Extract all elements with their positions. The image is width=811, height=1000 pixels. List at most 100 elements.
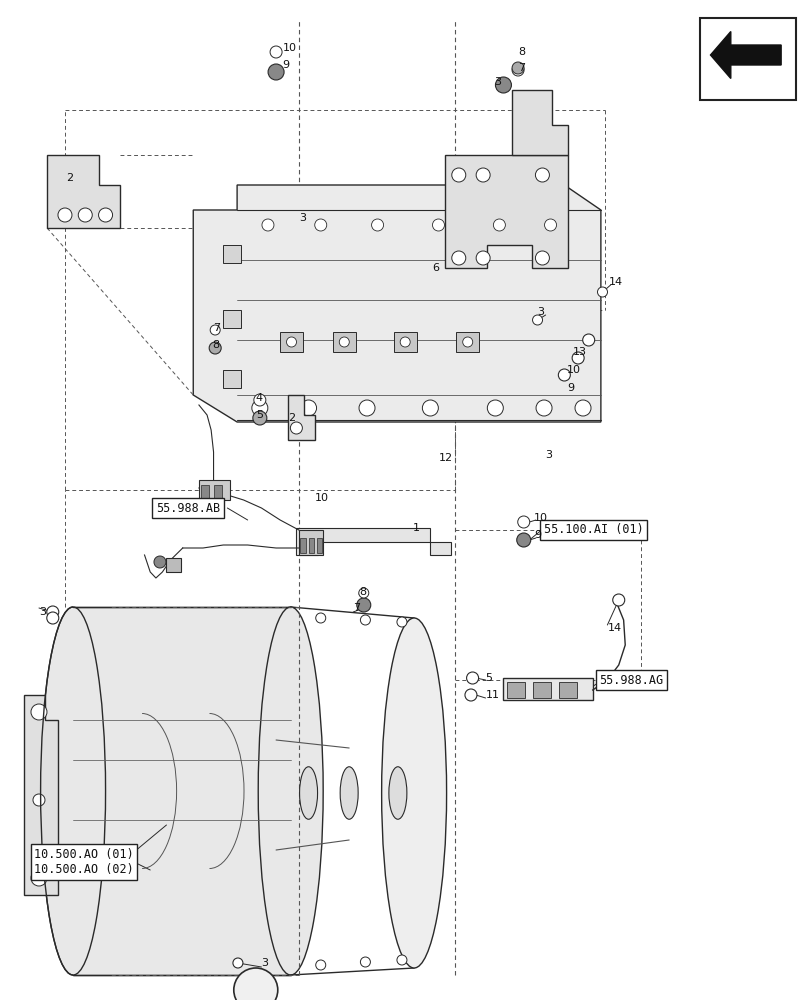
Polygon shape: [511, 90, 568, 155]
Circle shape: [31, 704, 47, 720]
Text: 9: 9: [534, 530, 541, 540]
Text: 3: 3: [261, 958, 268, 968]
Circle shape: [358, 588, 368, 598]
Text: 3: 3: [298, 213, 306, 223]
Text: 1: 1: [412, 523, 419, 533]
Circle shape: [400, 337, 410, 347]
Ellipse shape: [41, 607, 105, 975]
Circle shape: [47, 606, 58, 618]
Circle shape: [597, 287, 607, 297]
Text: 55.100.AI (01): 55.100.AI (01): [543, 524, 643, 536]
Circle shape: [466, 672, 478, 684]
Circle shape: [251, 400, 268, 416]
Bar: [223, 310, 241, 328]
Bar: [166, 558, 181, 572]
Circle shape: [262, 219, 273, 231]
Circle shape: [451, 251, 466, 265]
Circle shape: [254, 394, 265, 406]
Circle shape: [78, 208, 92, 222]
Circle shape: [356, 598, 371, 612]
Bar: [213, 485, 221, 498]
Text: 3: 3: [493, 77, 500, 87]
Circle shape: [234, 968, 277, 1000]
Circle shape: [517, 516, 529, 528]
Text: 5: 5: [255, 410, 263, 420]
Polygon shape: [444, 155, 568, 268]
Text: 3: 3: [537, 307, 544, 317]
Circle shape: [451, 168, 466, 182]
Text: 9: 9: [282, 60, 290, 70]
Circle shape: [534, 168, 549, 182]
Circle shape: [512, 62, 523, 74]
Polygon shape: [288, 395, 315, 440]
Bar: [201, 485, 209, 498]
Circle shape: [397, 955, 406, 965]
Circle shape: [154, 556, 165, 568]
Circle shape: [432, 219, 444, 231]
Text: 11: 11: [485, 690, 499, 700]
Circle shape: [300, 400, 316, 416]
Circle shape: [512, 64, 523, 76]
Circle shape: [315, 960, 325, 970]
Bar: [199, 480, 230, 500]
Circle shape: [495, 77, 511, 93]
Circle shape: [252, 411, 267, 425]
Bar: [316, 538, 322, 553]
Text: 10: 10: [566, 365, 580, 375]
Text: 3: 3: [545, 450, 552, 460]
Circle shape: [532, 315, 542, 325]
Circle shape: [582, 334, 594, 346]
Circle shape: [572, 352, 583, 364]
Text: 12: 12: [438, 453, 452, 463]
Ellipse shape: [258, 607, 323, 975]
Text: 2: 2: [67, 173, 74, 183]
Text: 3: 3: [39, 607, 46, 617]
Text: 5: 5: [485, 673, 492, 683]
Text: 6: 6: [431, 263, 439, 273]
Circle shape: [47, 612, 58, 624]
Circle shape: [290, 422, 302, 434]
Ellipse shape: [381, 618, 446, 968]
Bar: [333, 332, 355, 352]
Bar: [393, 332, 416, 352]
Bar: [559, 682, 577, 698]
Circle shape: [535, 400, 551, 416]
Bar: [223, 370, 241, 388]
Circle shape: [286, 337, 296, 347]
Text: 8: 8: [358, 587, 366, 597]
Text: 10: 10: [534, 513, 547, 523]
Text: 4: 4: [255, 393, 263, 403]
Circle shape: [358, 400, 375, 416]
Circle shape: [31, 870, 47, 886]
Text: 2: 2: [288, 413, 295, 423]
Polygon shape: [296, 528, 450, 555]
Circle shape: [315, 219, 326, 231]
Circle shape: [544, 219, 556, 231]
Ellipse shape: [340, 767, 358, 819]
Text: 9: 9: [566, 383, 573, 393]
FancyArrow shape: [710, 32, 780, 79]
Circle shape: [462, 337, 472, 347]
Circle shape: [475, 251, 490, 265]
Text: 7: 7: [517, 63, 525, 73]
Bar: [533, 682, 551, 698]
Ellipse shape: [299, 767, 317, 819]
Circle shape: [33, 794, 45, 806]
Bar: [298, 530, 323, 555]
Circle shape: [516, 533, 530, 547]
Circle shape: [465, 689, 476, 701]
Bar: [300, 538, 306, 553]
Text: 7: 7: [353, 603, 360, 613]
Text: 8: 8: [212, 340, 220, 350]
Circle shape: [360, 957, 370, 967]
Text: 10: 10: [315, 493, 328, 503]
Bar: [503, 678, 592, 700]
Circle shape: [58, 208, 72, 222]
Bar: [456, 332, 478, 352]
Polygon shape: [73, 607, 290, 975]
Ellipse shape: [388, 767, 406, 819]
Text: 8: 8: [517, 47, 525, 57]
Circle shape: [233, 958, 242, 968]
Circle shape: [422, 400, 438, 416]
Circle shape: [315, 613, 325, 623]
